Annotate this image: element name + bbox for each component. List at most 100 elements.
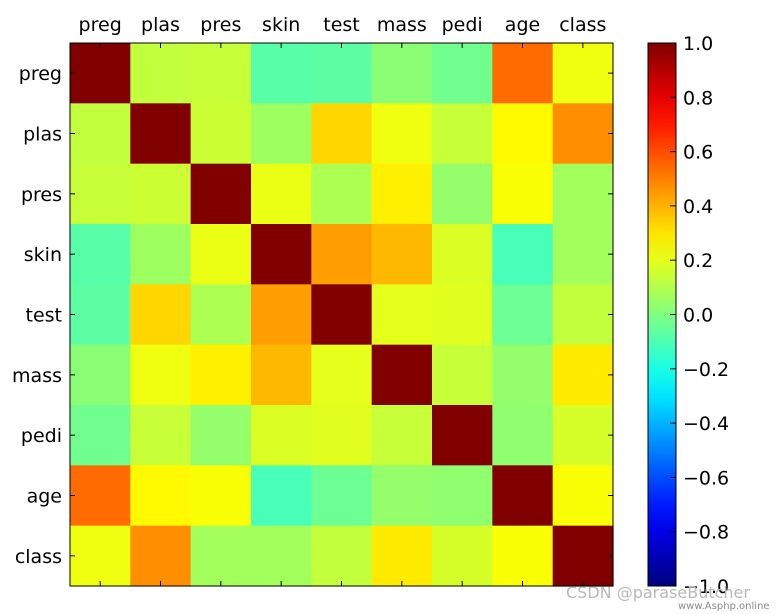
colorbar-tick-label: 0.2 <box>683 250 713 272</box>
heatmap-cell-class-age <box>492 525 554 587</box>
heatmap-cell-age-plas <box>130 465 192 527</box>
heatmap-cell-plas-skin <box>251 103 312 165</box>
colorbar-tick-label: 0.6 <box>683 142 713 164</box>
heatmap-cell-skin-pedi <box>432 224 493 285</box>
y-tick-label-test: test <box>26 305 63 327</box>
heatmap-cell-mass-class <box>552 344 614 406</box>
colorbar-tick-label: −1.0 <box>683 576 729 598</box>
heatmap-cell-pres-pedi <box>432 163 493 225</box>
heatmap-cell-skin-class <box>552 224 614 285</box>
heatmap-cell-skin-skin <box>251 224 312 285</box>
colorbar-tick-label: −0.4 <box>683 413 729 435</box>
heatmap-cell-plas-preg <box>70 103 131 165</box>
heatmap-cell-test-class <box>552 284 614 346</box>
heatmap-cell-age-preg <box>70 465 131 527</box>
heatmap-cell-pedi-preg <box>70 405 131 466</box>
site-watermark: www.Asphp.online <box>678 601 770 612</box>
y-tick-label-skin: skin <box>24 244 62 266</box>
heatmap-cell-skin-preg <box>70 224 131 285</box>
x-tick-label-plas: plas <box>141 14 180 36</box>
heatmap-cell-mass-plas <box>130 344 192 406</box>
y-tick-label-class: class <box>15 546 62 568</box>
heatmap-cell-test-age <box>492 284 554 346</box>
y-axis-ticks: preg plas pres skin test mass pedi age class <box>12 63 613 568</box>
heatmap-cell-class-pres <box>190 525 252 587</box>
heatmap-cell-test-test <box>311 284 373 346</box>
heatmap-cell-test-skin <box>251 284 312 346</box>
x-tick-label-mass: mass <box>377 14 427 36</box>
heatmap-cell-pedi-class <box>552 405 614 466</box>
x-tick-label-pedi: pedi <box>442 14 483 36</box>
y-tick-label-pedi: pedi <box>21 425 62 447</box>
heatmap-cell-plas-pres <box>190 103 252 165</box>
heatmap-cell-preg-class <box>552 43 614 104</box>
x-axis-ticks: preg plas pres skin test mass pedi age class <box>79 14 606 586</box>
colorbar-ticks: 1.0 0.8 0.6 0.4 0.2 0.0 −0.2 −0.4 −0.6 −0.8 −1.0 <box>670 33 729 598</box>
heatmap-cell-skin-mass <box>371 224 433 285</box>
heatmap-cell-test-preg <box>70 284 131 346</box>
heatmap-cell-preg-age <box>492 43 554 104</box>
heatmap-cell-plas-pedi <box>432 103 493 165</box>
heatmap-cell-age-test <box>311 465 373 527</box>
heatmap-cell-test-plas <box>130 284 192 346</box>
heatmap-cell-preg-pres <box>190 43 252 104</box>
heatmap-cell-age-skin <box>251 465 312 527</box>
x-tick-label-pres: pres <box>200 14 241 36</box>
heatmap-cell-preg-plas <box>130 43 192 104</box>
heatmap-cell-mass-test <box>311 344 373 406</box>
x-tick-label-skin: skin <box>262 14 300 36</box>
heatmap-cell-pres-plas <box>130 163 192 225</box>
heatmap-cell-class-test <box>311 525 373 587</box>
heatmap-cell-plas-class <box>552 103 614 165</box>
heatmap-cell-skin-plas <box>130 224 192 285</box>
colorbar-tick-label: 0.8 <box>683 87 713 109</box>
heatmap-cell-mass-age <box>492 344 554 406</box>
x-tick-label-test: test <box>323 14 360 36</box>
colorbar-tick-label: −0.8 <box>683 522 729 544</box>
heatmap-cell-plas-age <box>492 103 554 165</box>
csdn-watermark: CSDN @paraseButcher <box>566 583 750 602</box>
heatmap-cell-mass-mass <box>371 344 433 406</box>
y-tick-label-age: age <box>27 486 62 508</box>
heatmap-cell-test-mass <box>371 284 433 346</box>
heatmap-cell-pedi-plas <box>130 405 192 466</box>
colorbar-tick-label: 0.0 <box>683 305 713 327</box>
heatmap-cell-class-preg <box>70 525 131 587</box>
heatmap-cell-pres-preg <box>70 163 131 225</box>
colorbar-tick-label: −0.2 <box>683 359 729 381</box>
heatmap-cell-age-pres <box>190 465 252 527</box>
colorbar-tick-label: 0.4 <box>683 196 713 218</box>
heatmap-cell-pres-skin <box>251 163 312 225</box>
heatmap-cell-class-pedi <box>432 525 493 587</box>
heatmap-cell-mass-skin <box>251 344 312 406</box>
heatmap-cell-class-mass <box>371 525 433 587</box>
heatmap-cell-mass-pres <box>190 344 252 406</box>
heatmap-cell-pres-mass <box>371 163 433 225</box>
heatmap-cell-age-mass <box>371 465 433 527</box>
y-tick-label-mass: mass <box>12 365 62 387</box>
heatmap-cell-pres-test <box>311 163 373 225</box>
heatmap-cell-skin-age <box>492 224 554 285</box>
x-tick-label-age: age <box>505 14 540 36</box>
heatmap-cell-plas-test <box>311 103 373 165</box>
y-tick-label-preg: preg <box>19 63 62 85</box>
heatmap-cell-pres-age <box>492 163 554 225</box>
heatmap-cell-skin-pres <box>190 224 252 285</box>
colorbar-tick-label: 1.0 <box>683 33 713 55</box>
heatmap-cell-class-plas <box>130 525 192 587</box>
heatmap-cell-plas-plas <box>130 103 192 165</box>
heatmap-cell-class-skin <box>251 525 312 587</box>
heatmap-cell-mass-preg <box>70 344 131 406</box>
heatmap-cell-pedi-pres <box>190 405 252 466</box>
heatmap-cell-test-pres <box>190 284 252 346</box>
heatmap-cell-skin-test <box>311 224 373 285</box>
heatmap-cell-preg-preg <box>70 43 131 104</box>
heatmap-cell-age-class <box>552 465 614 527</box>
heatmap-cell-pedi-pedi <box>432 405 493 466</box>
heatmap-cell-mass-pedi <box>432 344 493 406</box>
x-tick-label-preg: preg <box>79 14 122 36</box>
heatmap-cell-preg-mass <box>371 43 433 104</box>
heatmap-cell-pedi-skin <box>251 405 312 466</box>
colorbar-tick-label: −0.6 <box>683 467 729 489</box>
